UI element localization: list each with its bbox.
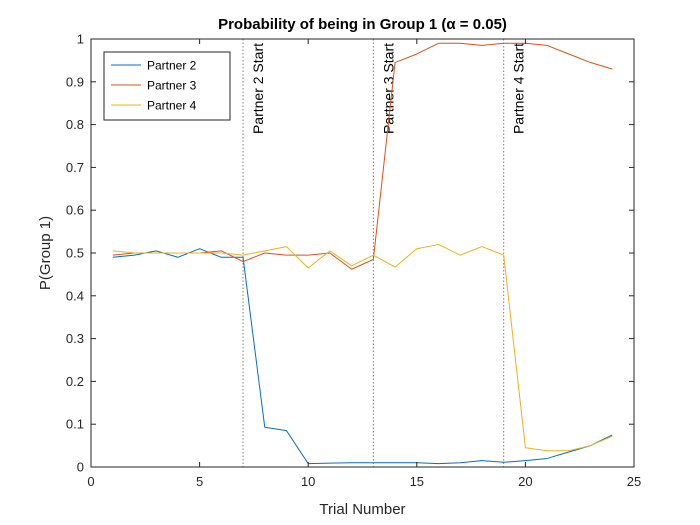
y-axis-label: P(Group 1): [37, 216, 54, 290]
vertical-markers: Partner 2 Start Partner 3 Start Partner 4 …: [242, 39, 527, 467]
y-tick-label: 0: [77, 460, 84, 475]
y-tick-label: 0.9: [66, 74, 84, 89]
legend-entry-label: Partner 4: [147, 99, 197, 113]
y-tick-label: 0.7: [66, 160, 84, 175]
y-tick-label: 1: [77, 32, 84, 47]
x-tick-label: 5: [196, 474, 203, 489]
x-tick-label: 25: [627, 474, 641, 489]
legend: Partner 2 Partner 3 Partner 4: [103, 51, 231, 121]
legend-entry-label: Partner 2: [147, 59, 197, 73]
x-tick-label: 10: [301, 474, 315, 489]
axis-ticks: 0 5 10 15 20 25 0 0.1 0.2 0.3 0.4 0.5 0.6 0.7 0.8 0.9 1: [66, 32, 641, 490]
vertical-marker-label: Partner 4 Start: [511, 43, 527, 134]
vertical-marker-label: Partner 3 Start: [380, 43, 396, 134]
series-line-2: [112, 248, 613, 465]
x-tick-label: 20: [518, 474, 532, 489]
x-tick-label: 15: [410, 474, 424, 489]
x-axis-label: Trial Number: [319, 501, 405, 518]
y-tick-label: 0.4: [66, 288, 84, 303]
vertical-marker-label: Partner 2 Start: [250, 43, 266, 134]
legend-box: [103, 51, 231, 121]
series-lines: [112, 42, 613, 465]
y-tick-label: 0.8: [66, 117, 84, 132]
y-tick-label: 0.1: [66, 417, 84, 432]
legend-entry-label: Partner 3: [147, 79, 197, 93]
x-tick-label: 0: [87, 474, 94, 489]
y-tick-label: 0.5: [66, 246, 84, 261]
y-tick-label: 0.3: [66, 331, 84, 346]
y-tick-label: 0.2: [66, 374, 84, 389]
y-tick-label: 0.6: [66, 203, 84, 218]
series-line-4: [112, 243, 613, 452]
chart-title: Probability of being in Group 1 (α = 0.0…: [218, 16, 507, 33]
